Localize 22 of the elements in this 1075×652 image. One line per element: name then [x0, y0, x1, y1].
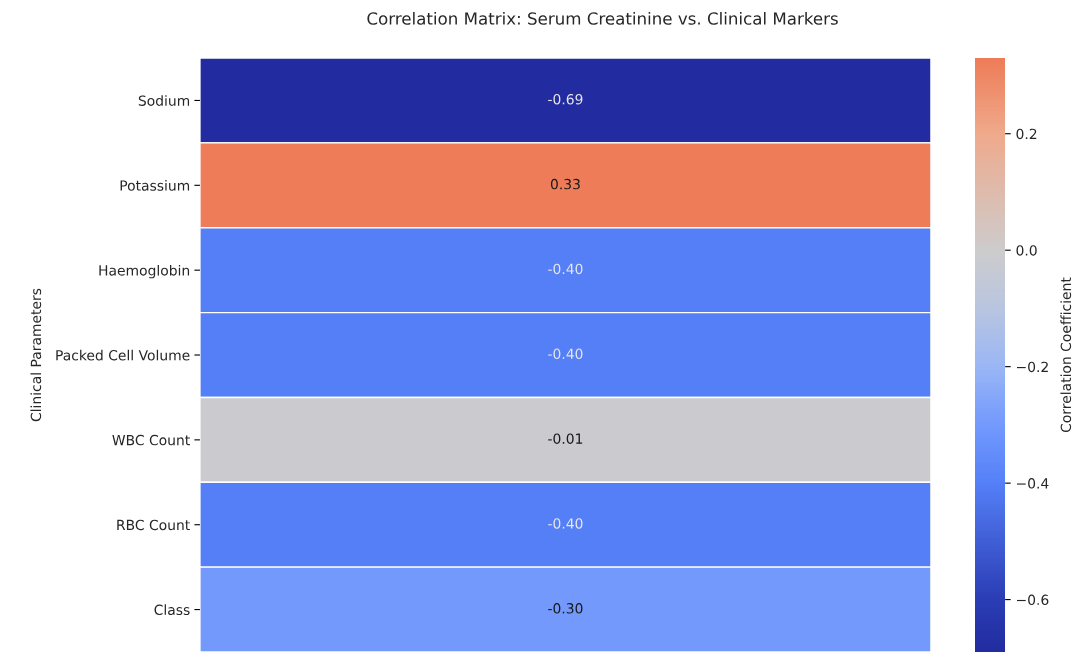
y-axis-title: Clinical Parameters — [30, 288, 42, 422]
y-tick-label: Class — [154, 604, 190, 616]
y-tick-label: Sodium — [138, 95, 190, 106]
data-label: -0.01 — [548, 433, 583, 444]
data-label: 0.33 — [550, 178, 580, 190]
data-label: -0.69 — [548, 93, 583, 105]
color-bar-label: 0.0 — [1016, 245, 1037, 256]
chart-title: Correlation Matrix: Serum Creatinine vs. Clinical Markers — [367, 11, 838, 25]
data-label: -0.40 — [548, 263, 583, 275]
color-bar-label: −0.2 — [1017, 361, 1048, 373]
y-tick-label: WBC Count — [112, 434, 190, 446]
color-bar-label: −0.6 — [1017, 594, 1049, 606]
color-bar-label: 0.2 — [1016, 128, 1037, 140]
color-bar-title: Correlation Coefficient — [1060, 277, 1072, 433]
y-tick-label: Packed Cell Volume — [56, 349, 190, 361]
data-label: -0.40 — [548, 348, 583, 360]
color-bar-label: −0.4 — [1017, 478, 1049, 489]
y-tick-label: Haemoglobin — [99, 264, 190, 279]
data-label: -0.40 — [548, 518, 583, 529]
y-tick-label: Potassium — [120, 180, 190, 191]
y-tick-label: RBC Count — [117, 519, 190, 531]
data-label: -0.30 — [548, 603, 583, 614]
